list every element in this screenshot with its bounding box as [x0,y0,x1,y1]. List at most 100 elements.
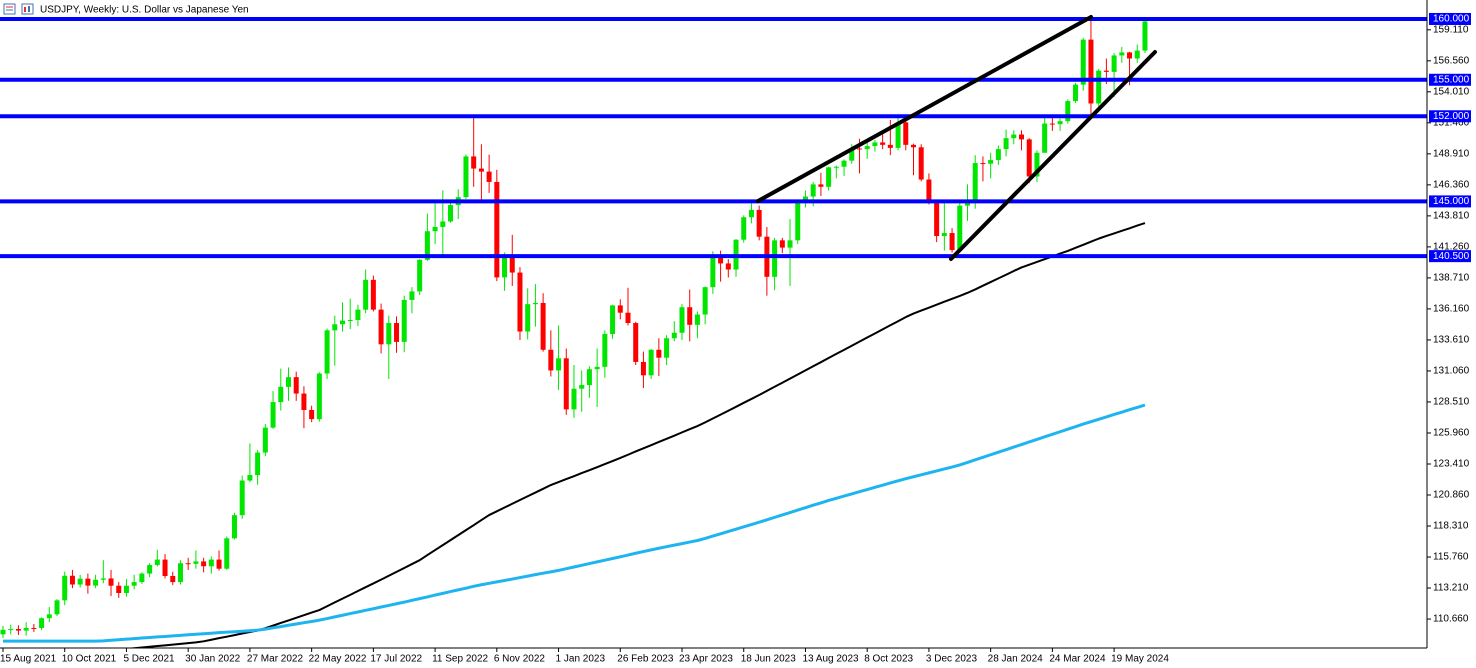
candle-body [710,254,716,288]
candle-body [934,202,940,237]
candle-body [123,585,129,594]
x-tick-label: 6 Nov 2022 [494,654,546,665]
level-label-box [1429,73,1471,86]
y-tick-label: 141.260 [1433,242,1470,253]
level-label-box [1429,12,1471,25]
candle-body [1026,139,1032,177]
candle-body [995,149,1001,161]
candle-body [903,122,909,145]
candle-body [926,179,932,203]
candle-body [918,147,924,180]
y-tick-label: 138.710 [1433,273,1470,284]
candle-body [208,559,214,567]
candle-body [880,142,886,145]
candle-body [687,307,693,325]
candle-body [239,480,245,516]
icon-chart[interactable] [21,3,34,15]
candle-body [1119,52,1125,56]
candle-body [378,309,384,345]
candle-body [478,168,484,172]
candle-body [46,614,52,619]
x-tick-label: 1 Jan 2023 [556,654,606,665]
candle-body [293,377,299,394]
candle-body [424,231,430,260]
candle-body [849,148,855,161]
candle-body [779,240,785,248]
candle-body [1065,101,1071,122]
candle-body [1127,52,1133,59]
y-tick-label: 123.410 [1433,459,1470,470]
candle-body [270,402,276,428]
candle-body [818,184,824,187]
candle-body [988,160,994,164]
candle-body [872,142,878,147]
candle-body [162,559,168,576]
candle-body [864,146,870,150]
candle-body [556,358,562,371]
y-tick-label: 120.860 [1433,490,1470,501]
candle-body [139,573,145,583]
candle-body [494,181,500,278]
candle-body [1003,138,1009,150]
candle-body [224,538,230,569]
candle-body [255,452,261,476]
x-tick-label: 22 May 2022 [309,654,367,665]
candle-body [247,475,253,481]
candle-body [340,320,346,325]
candle-body [841,160,847,167]
candle-body [579,385,585,389]
x-tick-label: 3 Dec 2023 [926,654,978,665]
level-label: 155.000 [1433,74,1470,85]
candle-body [409,291,415,300]
x-tick-label: 26 Feb 2023 [617,654,674,665]
candle-body [193,561,199,564]
x-tick-label: 11 Sep 2022 [432,654,488,665]
y-tick-label: 136.160 [1433,304,1470,315]
candle-body [23,627,29,631]
candle-body [694,314,700,325]
candle-body [54,600,60,615]
candle-body [833,166,839,168]
y-tick-label: 125.960 [1433,428,1470,439]
candle-body [949,233,955,251]
x-tick-label: 27 Mar 2022 [247,654,304,665]
level-label-box [1429,110,1471,123]
candle-body [185,563,191,565]
y-tick-label: 131.060 [1433,366,1470,377]
candle-body [216,559,222,569]
candle-body [85,578,91,586]
candle-body [810,184,816,197]
candle-body [417,259,423,292]
candle-body [640,361,646,376]
candle-body [1103,70,1109,72]
y-tick-label: 115.760 [1433,552,1469,563]
candle-body [1080,39,1086,85]
candle-body [1042,123,1048,153]
level-label-box [1429,195,1471,208]
level-label: 140.500 [1433,251,1470,262]
candle-body [324,330,330,374]
candle-body [62,575,68,601]
candle-body [440,221,446,227]
candle-body [548,349,554,371]
candle-body [787,240,793,248]
candle-body [347,319,353,321]
candle-body [502,257,508,278]
y-tick-label: 143.810 [1433,211,1470,222]
candle-body [540,302,546,350]
candle-body [1011,134,1017,139]
candle-body [1142,21,1148,51]
candle-body [856,148,862,150]
candle-body [625,312,631,324]
candle-body [910,144,916,148]
candle-body [39,618,45,629]
candle-body [1057,121,1063,125]
candle-body [486,171,492,182]
candle-body [93,579,99,586]
x-tick-label: 23 Apr 2023 [679,654,733,665]
candle-body [648,349,654,376]
icon-menu[interactable] [3,3,16,15]
level-label: 152.000 [1433,111,1470,122]
candle-body [77,578,83,585]
moving-average-line [126,222,1146,648]
